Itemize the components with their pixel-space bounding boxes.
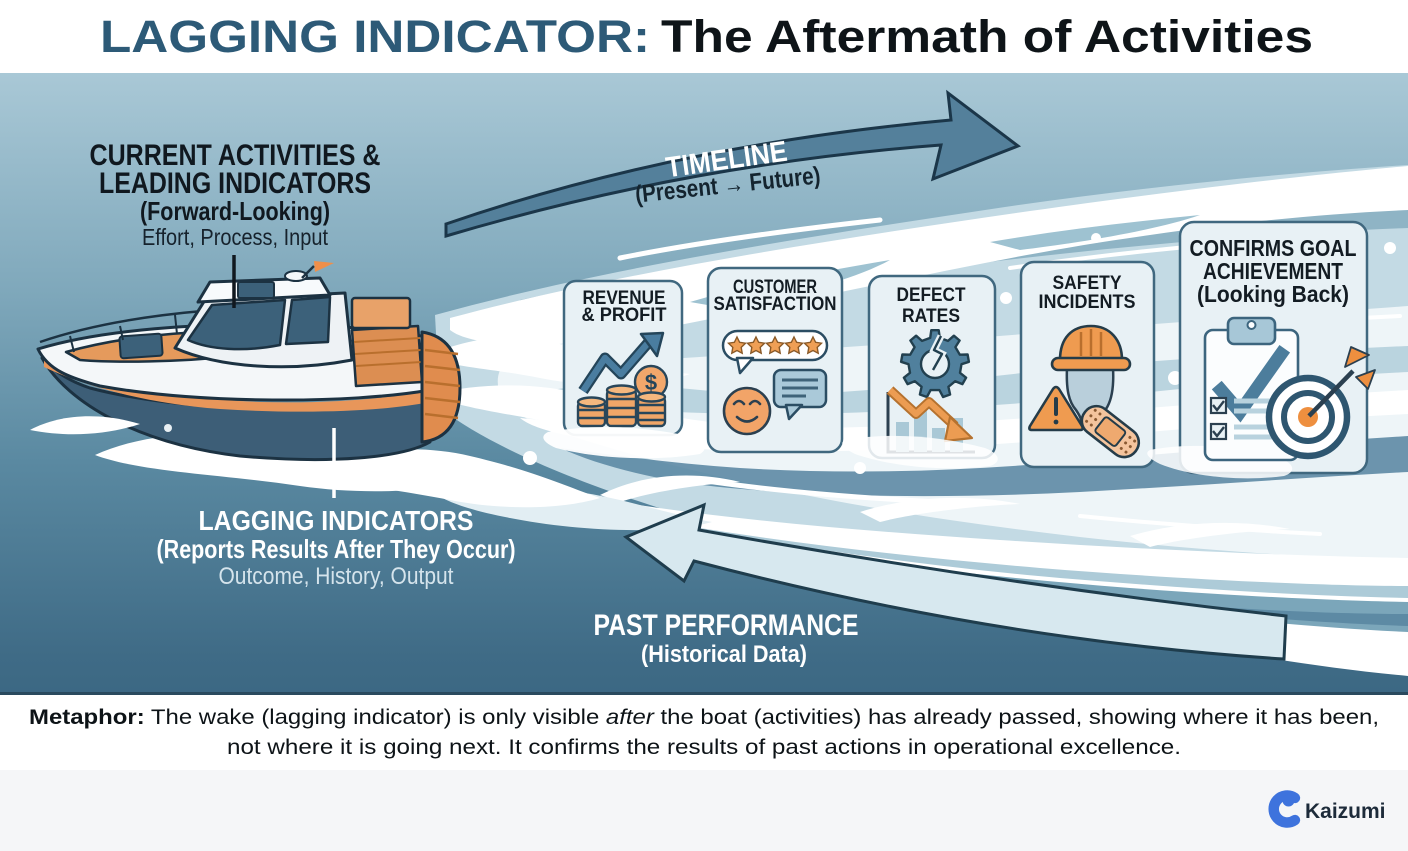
svg-text:LAGGING INDICATORS: LAGGING INDICATORS xyxy=(199,505,474,536)
svg-text:RATES: RATES xyxy=(902,306,960,327)
svg-text:Metaphor: The wake (lagging in: Metaphor: The wake (lagging indicator) i… xyxy=(29,705,1379,729)
svg-text:LAGGING INDICATOR:: LAGGING INDICATOR: xyxy=(100,11,650,62)
svg-text:REVENUE: REVENUE xyxy=(583,288,666,309)
svg-text:Effort, Process, Input: Effort, Process, Input xyxy=(142,224,328,250)
svg-text:(Looking Back): (Looking Back) xyxy=(1197,281,1349,307)
svg-text:(Historical Data): (Historical Data) xyxy=(641,641,807,668)
svg-text:$: $ xyxy=(645,370,657,395)
svg-text:(Forward-Looking): (Forward-Looking) xyxy=(140,196,330,226)
svg-text:CUSTOMER: CUSTOMER xyxy=(733,277,817,298)
svg-text:Kaizumi: Kaizumi xyxy=(1305,800,1386,823)
svg-text:SAFETY: SAFETY xyxy=(1053,273,1122,294)
svg-text:INCIDENTS: INCIDENTS xyxy=(1039,292,1136,313)
svg-text:CONFIRMS GOAL: CONFIRMS GOAL xyxy=(1190,235,1357,261)
svg-text:DEFECT: DEFECT xyxy=(897,285,966,306)
svg-text:& PROFIT: & PROFIT xyxy=(582,305,667,326)
svg-text:ACHIEVEMENT: ACHIEVEMENT xyxy=(1203,258,1343,284)
svg-text:The Aftermath of Activities: The Aftermath of Activities xyxy=(661,11,1313,62)
svg-text:Outcome, History, Output: Outcome, History, Output xyxy=(219,563,454,590)
svg-text:PAST PERFORMANCE: PAST PERFORMANCE xyxy=(594,609,859,642)
svg-text:LEADING INDICATORS: LEADING INDICATORS xyxy=(99,167,371,200)
svg-text:SATISFACTION: SATISFACTION xyxy=(714,294,837,315)
svg-text:CURRENT ACTIVITIES &: CURRENT ACTIVITIES & xyxy=(90,139,381,172)
svg-text:not where it is going next. It: not where it is going next. It confirms … xyxy=(227,735,1181,759)
svg-text:(Reports Results After They Oc: (Reports Results After They Occur) xyxy=(157,534,516,564)
